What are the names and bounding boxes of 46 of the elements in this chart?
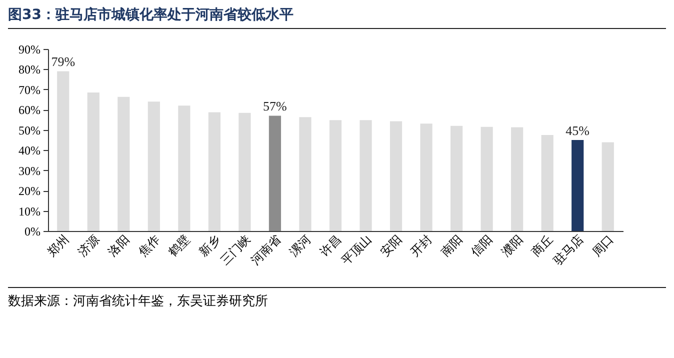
data-label: 57%: [263, 98, 288, 114]
y-tick-label: 20%: [18, 184, 40, 198]
bar: [511, 127, 524, 231]
y-tick-label: 40%: [18, 144, 40, 158]
bar: [450, 126, 463, 231]
x-tick-label: 济源: [75, 232, 102, 259]
x-tick-label: 鹤壁: [166, 232, 193, 259]
bar: [390, 121, 402, 231]
bar: [87, 92, 100, 231]
bar: [572, 140, 584, 231]
data-label: 79%: [51, 54, 76, 70]
x-tick-label: 南阳: [438, 232, 466, 259]
bar: [208, 112, 220, 231]
y-tick-label: 50%: [18, 123, 40, 138]
bar: [238, 112, 251, 231]
x-tick-label: 开封: [408, 232, 435, 259]
bar: [178, 106, 190, 231]
x-tick-label: 洛阳: [105, 232, 132, 259]
y-tick-label: 0%: [24, 224, 40, 238]
bar: [360, 120, 372, 231]
bar: [57, 71, 70, 231]
bar: [480, 126, 493, 231]
bar: [148, 102, 160, 231]
x-tick-label: 漯河: [286, 232, 314, 259]
bar: [420, 124, 432, 231]
bar: [602, 142, 614, 231]
x-tick-label: 郑州: [44, 232, 72, 259]
x-tick-label: 安阳: [378, 232, 405, 259]
y-tick-label: 10%: [18, 204, 40, 218]
y-tick-label: 90%: [18, 42, 40, 56]
y-tick-label: 80%: [18, 62, 40, 77]
chart-title: 图33：驻马店市城镇化率处于河南省较低水平: [8, 6, 666, 29]
x-tick-label: 信阳: [468, 232, 496, 259]
bar: [329, 120, 342, 231]
y-tick-label: 30%: [18, 164, 40, 178]
bar: [268, 116, 282, 231]
y-tick-label: 70%: [18, 82, 40, 97]
bar: [118, 96, 130, 231]
x-tick-label: 濮阳: [498, 232, 526, 259]
source-note: 数据来源：河南省统计年鉴，东吴证券研究所: [8, 287, 666, 310]
bar: [299, 117, 312, 231]
data-label: 45%: [566, 123, 590, 138]
bar: [541, 134, 554, 231]
x-tick-label: 周口: [589, 232, 616, 259]
x-tick-label: 焦作: [136, 232, 162, 259]
y-tick-label: 60%: [18, 103, 40, 118]
